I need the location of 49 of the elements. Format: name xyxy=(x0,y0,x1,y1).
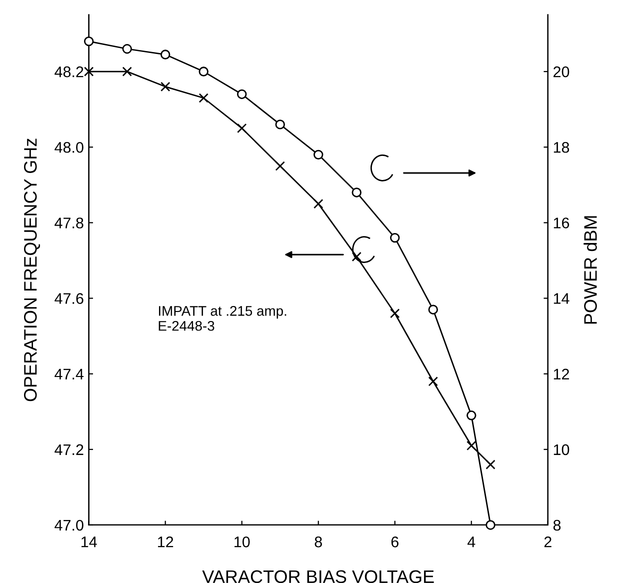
point xyxy=(160,82,170,92)
point xyxy=(428,304,438,314)
y2-tick-label: 18 xyxy=(554,142,570,153)
point xyxy=(486,520,496,530)
point xyxy=(198,93,208,103)
annotation: IMPATT at .215 amp. E-2448-3 xyxy=(158,306,286,331)
x-tick-label: 14 xyxy=(82,536,97,548)
point xyxy=(352,188,362,198)
y2-tick-label: 10 xyxy=(554,444,570,456)
point xyxy=(237,123,247,134)
x-tick-label: 2 xyxy=(544,536,552,548)
point xyxy=(390,308,400,318)
x-tick-label: 10 xyxy=(234,536,250,548)
point xyxy=(390,232,400,243)
point xyxy=(428,376,438,386)
point xyxy=(160,50,170,60)
point xyxy=(352,252,362,262)
point xyxy=(122,66,132,76)
x-tick-label: 12 xyxy=(158,536,174,548)
point xyxy=(486,460,496,470)
y-tick-label: 47.4 xyxy=(54,368,84,380)
x-tick-label: 4 xyxy=(467,536,476,548)
y2-tick-label: 8 xyxy=(553,520,561,531)
y2-axis-title: POWER dBM xyxy=(584,216,597,324)
y-tick-label: 47.8 xyxy=(54,218,84,228)
point xyxy=(314,198,324,209)
y2-tick-label: 14 xyxy=(554,293,570,304)
y-tick-label: 47.6 xyxy=(54,293,84,304)
point xyxy=(84,36,94,46)
point xyxy=(84,66,94,76)
point xyxy=(198,66,208,76)
point xyxy=(237,89,247,100)
point xyxy=(466,440,476,450)
point xyxy=(314,150,324,160)
point xyxy=(122,44,132,54)
y2-tick-label: 16 xyxy=(554,218,570,228)
point xyxy=(275,120,285,130)
point xyxy=(466,410,476,420)
y2-tick-label: 20 xyxy=(554,66,570,78)
y-tick-label: 47.2 xyxy=(54,444,84,455)
x-tick-label: 8 xyxy=(314,536,322,548)
point xyxy=(275,161,285,171)
y-tick-label: 48.0 xyxy=(54,142,84,153)
y-tick-label: 47.0 xyxy=(54,520,84,531)
y2-tick-label: 12 xyxy=(554,368,569,380)
y-axis-title: OPERATION FREQUENCY GHz xyxy=(24,138,40,402)
y-tick-label: 48.2 xyxy=(54,66,84,78)
x-tick-label: 6 xyxy=(391,536,398,548)
x-axis-title: VARACTOR BIAS VOLTAGE xyxy=(202,570,434,583)
